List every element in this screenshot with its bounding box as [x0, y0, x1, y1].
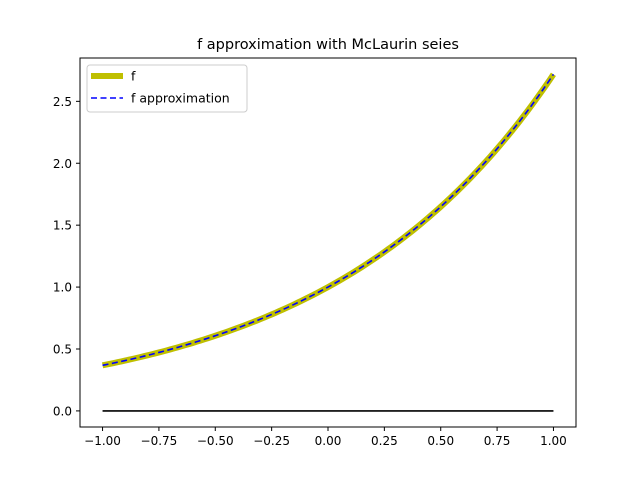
series-line-f-approximation [102, 73, 555, 367]
chart-title: f approximation with McLaurin seies [197, 37, 459, 53]
x-tick-label: −0.25 [253, 434, 290, 448]
x-tick-label: 1.00 [540, 434, 567, 448]
legend-label-f-approximation: f approximation [131, 91, 230, 106]
x-tick-label: −1.00 [84, 434, 121, 448]
x-axis: −1.00 −0.75 −0.50 −0.25 0.00 0.25 0.50 0.75 1.00 [84, 427, 567, 448]
y-tick-label: 0.5 [53, 342, 72, 356]
x-tick-label: 0.25 [371, 434, 398, 448]
x-tick-label: 0.50 [427, 434, 454, 448]
legend-label-f: f [131, 69, 136, 84]
x-tick-label: −0.50 [197, 434, 234, 448]
legend-box [86, 64, 248, 113]
y-axis: 0.0 0.5 1.0 1.5 2.0 2.5 [53, 95, 80, 418]
y-tick-label: 1.5 [53, 219, 72, 233]
y-tick-label: 1.0 [53, 281, 72, 295]
x-tick-label: 0.75 [484, 434, 511, 448]
y-tick-label: 2.5 [53, 95, 72, 109]
y-tick-label: 0.0 [53, 404, 72, 418]
legend: f f approximation [86, 64, 248, 113]
x-tick-label: 0.00 [315, 434, 342, 448]
y-tick-label: 2.0 [53, 157, 72, 171]
x-tick-label: −0.75 [141, 434, 178, 448]
series-layer [101, 72, 556, 412]
